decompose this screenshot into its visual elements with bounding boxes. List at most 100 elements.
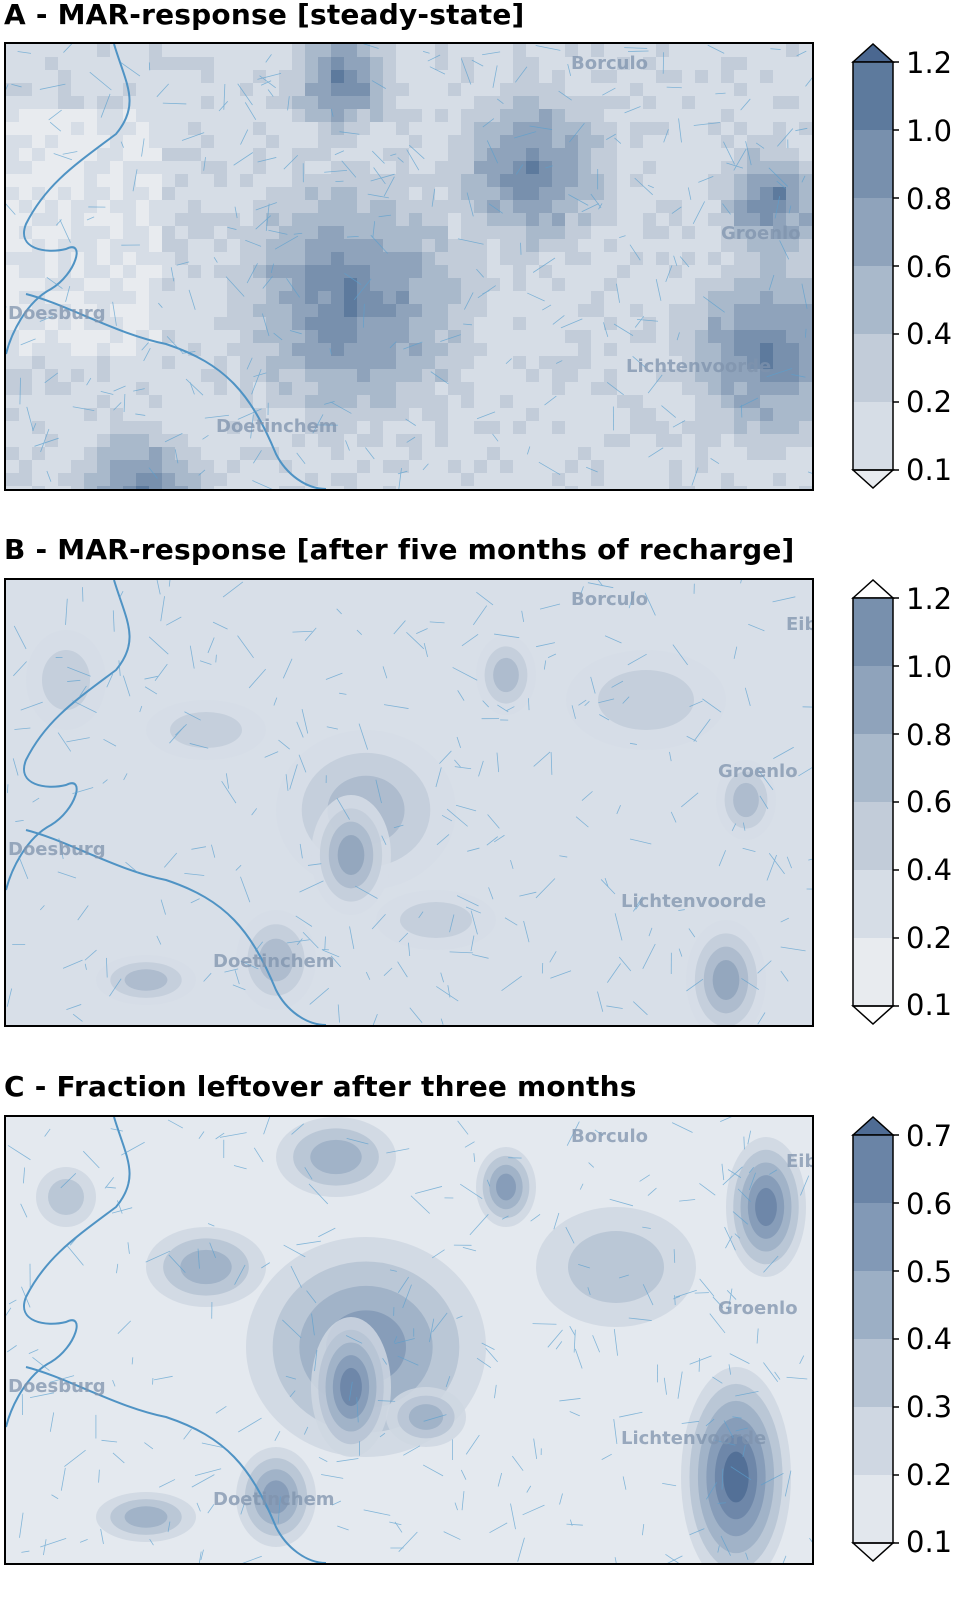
stream-segment (145, 1250, 171, 1263)
map-cell (175, 187, 188, 200)
map-cell (487, 265, 500, 278)
map-cell (513, 57, 526, 70)
map-cell (292, 96, 305, 109)
map-cell (734, 239, 747, 252)
map-cell (370, 408, 383, 421)
map-cell (734, 148, 747, 161)
map-cell (656, 239, 669, 252)
stream-segment (647, 1187, 657, 1196)
map-cell (799, 148, 812, 161)
map-cell (110, 278, 123, 291)
map-cell (97, 343, 110, 356)
stream-segment (44, 1128, 51, 1137)
map-cell (682, 369, 695, 382)
stream-segment (144, 686, 158, 695)
map-cell (630, 421, 643, 434)
map-cell (591, 408, 604, 421)
map-cell (747, 174, 760, 187)
map-cell (630, 213, 643, 226)
map-cell (643, 369, 656, 382)
map-cell (461, 252, 474, 265)
map-cell (253, 44, 266, 57)
map-cell (370, 213, 383, 226)
cb-c-tick-1: 0.7 (906, 1119, 953, 1153)
map-cell (344, 382, 357, 395)
map-cell (331, 291, 344, 304)
map-cell (617, 304, 630, 317)
map-cell (669, 200, 682, 213)
map-cell (227, 460, 240, 473)
map-cell (526, 70, 539, 83)
map-cell (409, 174, 422, 187)
map-cell (500, 122, 513, 135)
map-cell (409, 369, 422, 382)
stream-segment (324, 169, 348, 173)
stream-segment (7, 784, 9, 793)
map-cell (630, 278, 643, 291)
stream-segment (7, 1145, 31, 1161)
map-cell (175, 421, 188, 434)
map-cell (500, 187, 513, 200)
map-cell (604, 369, 617, 382)
stream-segment (46, 276, 63, 289)
map-cell (552, 122, 565, 135)
map-cell (773, 70, 786, 83)
map-cell (760, 187, 773, 200)
map-cell (526, 395, 539, 408)
stream-segment (397, 470, 408, 475)
stream-segment (461, 1491, 465, 1511)
stream-segment (251, 368, 262, 395)
cb-b-tick-7: 0.1 (906, 988, 953, 1022)
stream-segment (592, 1335, 601, 1353)
map-cell (669, 369, 682, 382)
map-cell (331, 96, 344, 109)
map-cell (539, 447, 552, 460)
map-cell (344, 395, 357, 408)
map-cell (201, 239, 214, 252)
colorbar-band (853, 1271, 893, 1339)
map-cell (435, 486, 448, 489)
map-cell (84, 369, 97, 382)
map-cell (565, 252, 578, 265)
map-cell (773, 109, 786, 122)
stream-segment (378, 214, 392, 218)
map-cell (487, 317, 500, 330)
stream-segment (529, 125, 553, 130)
map-cell (344, 213, 357, 226)
cb-c-tick-3: 0.5 (906, 1255, 953, 1289)
map-cell (305, 278, 318, 291)
map-cell (799, 291, 812, 304)
stream-segment (354, 885, 378, 899)
map-cell (110, 187, 123, 200)
map-cell (760, 96, 773, 109)
stream-segment (334, 150, 345, 156)
stream-segment (698, 175, 714, 183)
map-cell (695, 356, 708, 369)
map-cell (19, 317, 32, 330)
map-cell (396, 447, 409, 460)
stream-segment (780, 946, 806, 952)
map-cell (175, 83, 188, 96)
stream-segment (449, 951, 473, 954)
map-cell (721, 408, 734, 421)
map-cell (149, 122, 162, 135)
stream-segment (575, 816, 589, 828)
stream-segment (122, 675, 131, 697)
stream-segment (732, 1416, 742, 1419)
stream-segment (715, 92, 726, 95)
stream-segment (454, 1502, 458, 1511)
map-cell (240, 408, 253, 421)
map-cell (110, 486, 123, 489)
stream-segment (786, 1376, 808, 1380)
map-cell (344, 447, 357, 460)
map-cell (747, 226, 760, 239)
map-cell (461, 44, 474, 57)
map-cell (734, 382, 747, 395)
map-cell (526, 317, 539, 330)
map-cell (97, 486, 110, 489)
map-cell (188, 408, 201, 421)
map-cell (253, 135, 266, 148)
map-cell (162, 57, 175, 70)
map-cell (97, 226, 110, 239)
map-cell (409, 239, 422, 252)
